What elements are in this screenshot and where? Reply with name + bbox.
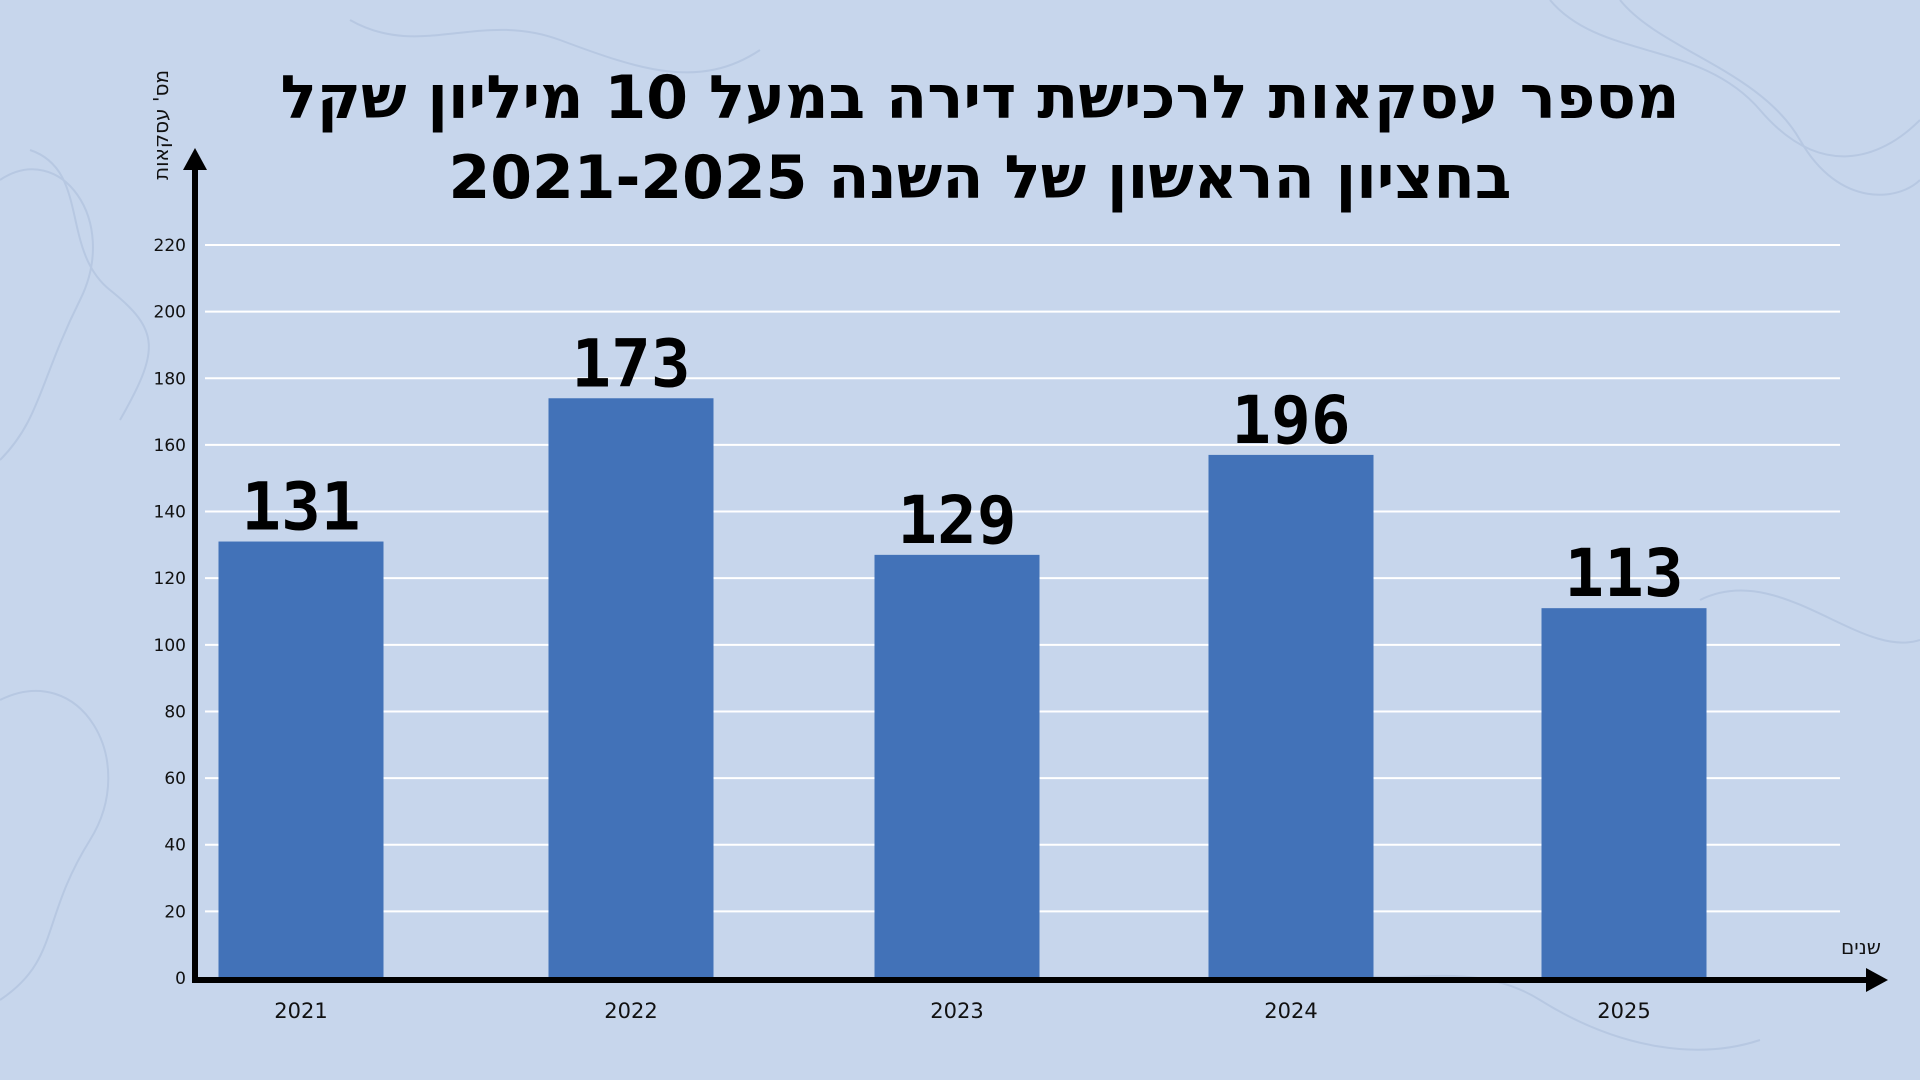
- bar-2022: [548, 398, 714, 978]
- data-label-2024: 196: [1231, 382, 1350, 459]
- background-contours: [0, 0, 1920, 1051]
- contour-line: [349, 19, 761, 74]
- y-tick-label: 80: [164, 702, 186, 722]
- data-labels: 131 173 129 196 113: [241, 325, 1683, 612]
- contour-line: [29, 149, 150, 421]
- y-tick-label: 120: [154, 569, 186, 589]
- contour-line: [0, 168, 94, 461]
- x-tick-label: 2024: [1264, 999, 1317, 1023]
- bar-2023: [874, 554, 1040, 978]
- y-tick-label: 160: [154, 436, 186, 456]
- bar-2021: [218, 541, 384, 978]
- x-tick-label: 2022: [604, 999, 657, 1023]
- y-tick-label: 20: [164, 902, 186, 922]
- chart-title-line-2: בחציון הראשון של השנה 2021-2025: [449, 143, 1512, 213]
- x-axis-arrow-icon: [1866, 968, 1888, 992]
- y-axis-title: מס' עסקאות: [149, 70, 173, 180]
- x-tick-label: 2023: [930, 999, 983, 1023]
- data-label-2023: 129: [897, 482, 1016, 559]
- y-tick-label: 100: [154, 636, 186, 656]
- y-tick-label: 60: [164, 769, 186, 789]
- data-label-2022: 173: [571, 325, 690, 402]
- data-label-2025: 113: [1564, 535, 1683, 612]
- y-axis-arrow-icon: [183, 148, 207, 170]
- bar-2024: [1208, 454, 1374, 978]
- contour-line: [1619, 0, 1920, 196]
- data-label-2021: 131: [241, 469, 360, 546]
- y-tick-label: 200: [154, 303, 186, 323]
- x-axis-title: שנים: [1841, 935, 1881, 959]
- contour-line: [1549, 0, 1920, 158]
- y-tick-label: 220: [154, 236, 186, 256]
- y-tick-label: 180: [154, 369, 186, 389]
- contour-line: [1699, 589, 1920, 644]
- bar-2025: [1541, 608, 1707, 978]
- y-tick-label: 140: [154, 503, 186, 523]
- y-tick-label: 40: [164, 836, 186, 856]
- contour-line: [0, 689, 110, 1001]
- axes: [183, 148, 1888, 992]
- x-tick-label: 2025: [1597, 999, 1650, 1023]
- tick-labels: 0 20 40 60 80 100 120 140 160 180 200 220 2021 2022 20…: [154, 236, 1651, 1023]
- bars: [218, 398, 1707, 978]
- chart-title-line-1: מספר עסקאות לרכישת דירה במעל 10 מיליון ש…: [280, 63, 1679, 133]
- y-tick-label: 0: [175, 969, 186, 989]
- x-tick-label: 2021: [274, 999, 327, 1023]
